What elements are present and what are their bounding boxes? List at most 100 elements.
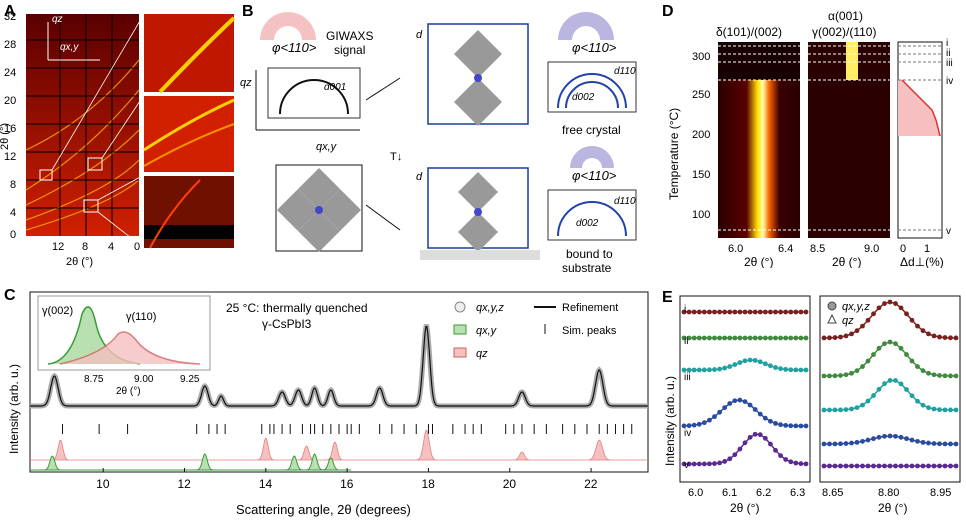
phi-arc-pink	[260, 12, 316, 40]
b-phi-1: φ<110>	[272, 40, 317, 55]
e-point-qxyz	[898, 305, 904, 311]
e-point-qxyz	[887, 299, 893, 305]
e-point-qxyz	[778, 422, 783, 428]
qz-label: qz	[52, 14, 63, 25]
e-point-qxyz	[696, 367, 702, 373]
e-point-qxyz	[827, 463, 832, 469]
panel-e: E Intensity (arb. u.) i ii iii iv v qx,y…	[662, 289, 961, 515]
c-title-1: 25 °C: thermally quenched	[226, 301, 368, 315]
e-point-qxyz	[849, 406, 854, 412]
c-legend-sim: Sim. peaks	[562, 325, 617, 337]
e-right-row-ii	[823, 341, 957, 377]
e-point-qxyz	[876, 386, 882, 392]
e-point-qxyz	[915, 364, 920, 369]
e-point-qxyz	[768, 309, 773, 315]
panel-letter-b: B	[242, 3, 254, 20]
e-point-qxyz	[887, 339, 893, 345]
giwaxs-map	[26, 14, 139, 236]
d-xtick: 9.0	[864, 243, 879, 255]
e-point-qxyz	[898, 463, 904, 469]
e-point-qxyz	[732, 309, 738, 315]
b-free: free crystal	[562, 123, 621, 137]
zoom-box-1	[39, 169, 53, 181]
b-d110-2: d110	[614, 196, 636, 207]
a-ytick: 8	[10, 179, 16, 191]
e-point-qxyz	[803, 423, 809, 429]
e-point-qxyz	[717, 366, 722, 372]
phi-arc-blue-1	[558, 12, 614, 40]
e-point-qxyz	[778, 453, 783, 459]
e-point-qxyz	[915, 398, 920, 404]
a-xtick: 4	[108, 241, 114, 253]
e-point-qxyz	[904, 387, 909, 392]
e-point-qxyz	[803, 309, 809, 315]
e-point-qxyz	[793, 423, 799, 429]
e-point-qxyz	[937, 441, 942, 447]
e-point-qxyz	[701, 461, 707, 467]
b-box-3	[547, 189, 637, 241]
e-point-qxyz	[737, 446, 743, 452]
e-point-qxyz	[707, 309, 712, 315]
e-point-qxyz	[762, 335, 768, 341]
e-point-qxyz	[909, 393, 915, 399]
e-point-qxyz	[821, 373, 827, 379]
a-ytick: 28	[4, 39, 16, 51]
e-point-qxyz	[788, 335, 794, 341]
e-point-qxyz	[920, 328, 926, 334]
e-point-qxyz	[681, 309, 687, 315]
a-ytick: 20	[4, 95, 16, 107]
d-marker: iv	[946, 76, 953, 87]
e-point-qxyz	[854, 328, 860, 334]
e-point-qxyz	[953, 373, 959, 379]
b-box-1	[267, 67, 361, 119]
phi-arc-blue-2	[570, 146, 614, 168]
b-d-1: d	[416, 29, 423, 41]
c-title-2: γ-CsPbI3	[262, 317, 312, 331]
e-xtick: 8.65	[822, 487, 843, 499]
e-point-qxyz	[887, 463, 893, 469]
panel-letter-c: C	[4, 287, 16, 304]
e-point-qxyz	[832, 463, 838, 469]
e-point-qxyz	[838, 373, 843, 378]
e-point-qxyz	[854, 439, 860, 445]
e-frame-2	[819, 295, 961, 483]
e-xtick: 6.1	[722, 487, 737, 499]
e-point-qxyz	[942, 407, 948, 413]
e-point-qxyz	[757, 335, 763, 341]
e-point-qxyz	[722, 335, 728, 341]
panel-letter-d: D	[662, 3, 674, 20]
b-giwaxs: GIWAXS	[326, 29, 374, 43]
e-point-qxyz	[843, 463, 849, 469]
e-point-qxyz	[832, 441, 838, 447]
e-xtick: 8.95	[930, 487, 951, 499]
d-xlabel-3: Δd⊥(%)	[900, 255, 944, 268]
e-point-qxyz	[722, 459, 728, 464]
e-row-label: v	[684, 460, 689, 471]
e-point-qxyz	[937, 373, 942, 378]
a-ytick: 32	[4, 11, 16, 23]
e-point-qxyz	[681, 367, 687, 373]
b-bound1: bound to	[566, 247, 613, 261]
e-point-qxyz	[798, 367, 804, 373]
e-point-qxyz	[904, 352, 909, 357]
c-legend-qxy: qx,y	[476, 325, 498, 337]
a-ytick: 4	[10, 207, 16, 219]
b-phi-2: φ<110>	[572, 40, 617, 55]
crystal-bottom-left	[275, 164, 363, 252]
e-point-qxyz	[686, 335, 692, 341]
c-refinement-line	[30, 325, 648, 407]
d-marker-lines-2	[898, 45, 942, 231]
e-point-qxyz	[712, 367, 717, 372]
d-marker: iii	[946, 58, 953, 69]
e-point-qxyz	[838, 463, 843, 469]
c-legend-refine: Refinement	[562, 302, 618, 314]
e-point-qxyz	[926, 370, 931, 376]
e-point-qxyz	[788, 309, 794, 315]
e-point-qxyz	[871, 311, 876, 317]
e-point-qxyz	[860, 364, 865, 369]
e-point-qxyz	[686, 367, 692, 373]
e-point-qxyz	[915, 438, 920, 444]
e-point-qxyz	[727, 364, 733, 369]
c-xtick: 12	[178, 477, 192, 491]
e-point-qxyz	[747, 357, 753, 363]
